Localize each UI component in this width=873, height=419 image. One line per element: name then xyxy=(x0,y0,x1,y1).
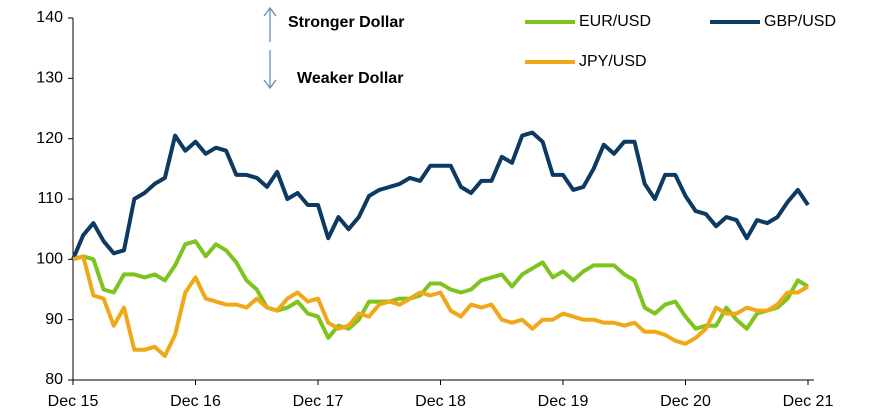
series-line xyxy=(72,239,810,340)
annotation: Weaker Dollar xyxy=(297,70,403,87)
y-tick-label: 90 xyxy=(45,311,63,328)
x-tick-label: Dec 17 xyxy=(293,393,344,410)
x-tick-label: Dec 16 xyxy=(170,393,221,410)
y-tick-label: 80 xyxy=(45,371,63,388)
dollar-arrows xyxy=(263,6,277,90)
y-tick-label: 120 xyxy=(36,130,63,147)
y-tick-label: 140 xyxy=(36,9,63,26)
x-tick-label: Dec 21 xyxy=(783,393,834,410)
series-line xyxy=(71,130,810,261)
legend-label: EUR/USD xyxy=(579,13,651,30)
x-tick-label: Dec 18 xyxy=(415,393,466,410)
annotation: Stronger Dollar xyxy=(288,14,404,31)
x-tick-label: Dec 19 xyxy=(538,393,589,410)
x-tick-label: Dec 15 xyxy=(48,393,99,410)
y-tick-label: 110 xyxy=(37,190,63,207)
y-tick-label: 100 xyxy=(36,251,63,268)
legend-label: GBP/USD xyxy=(764,13,836,30)
x-tick-label: Dec 20 xyxy=(660,393,711,410)
legend-label: JPY/USD xyxy=(579,53,647,70)
y-tick-label: 130 xyxy=(36,70,63,87)
series-line xyxy=(72,254,810,358)
